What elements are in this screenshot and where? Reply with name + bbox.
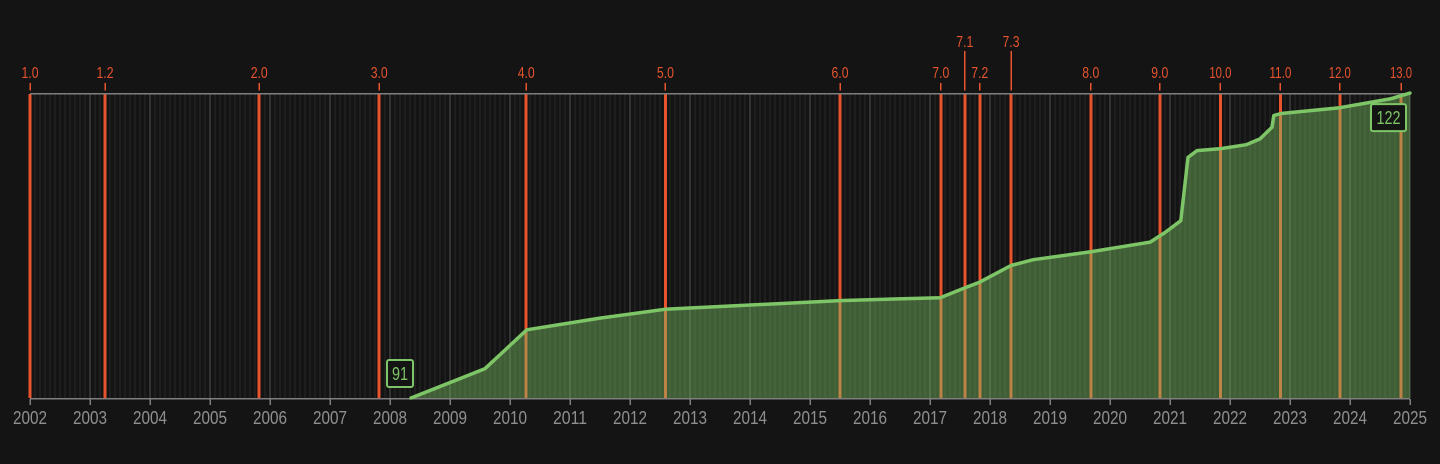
version-lines xyxy=(28,94,1403,398)
year-label-2005: 2005 xyxy=(193,408,227,428)
year-label-2018: 2018 xyxy=(973,408,1007,428)
series-line xyxy=(409,91,1412,400)
version-label-2.0: 2.0 xyxy=(251,65,268,82)
version-label-9.0: 9.0 xyxy=(1151,65,1168,82)
year-label-2010: 2010 xyxy=(493,408,527,428)
version-label-7.2: 7.2 xyxy=(971,65,988,82)
year-label-2014: 2014 xyxy=(733,408,767,428)
year-label-2024: 2024 xyxy=(1333,408,1367,428)
year-label-2019: 2019 xyxy=(1033,408,1067,428)
year-label-2022: 2022 xyxy=(1213,408,1247,428)
year-label-2020: 2020 xyxy=(1093,408,1127,428)
year-label-2016: 2016 xyxy=(853,408,887,428)
year-label-2008: 2008 xyxy=(373,408,407,428)
version-markers: 1.0 1.2 2.0 3.0 4.0 5.0 6.0 7.0 7.1 7.2 7.3 8.0 9.0 1… xyxy=(22,34,1412,91)
axes xyxy=(29,92,1411,405)
year-label-2013: 2013 xyxy=(673,408,707,428)
annotation-value: 91 xyxy=(392,364,408,384)
year-label-2003: 2003 xyxy=(73,408,107,428)
version-label-7.3: 7.3 xyxy=(1003,34,1020,51)
annotation-value: 122 xyxy=(1377,108,1401,128)
year-label-2006: 2006 xyxy=(253,408,287,428)
series-area xyxy=(411,93,1410,398)
year-label-2007: 2007 xyxy=(313,408,347,428)
version-label-10.0: 10.0 xyxy=(1209,65,1231,82)
year-label-2002: 2002 xyxy=(13,408,47,428)
annotation-box xyxy=(386,359,414,388)
year-label-2015: 2015 xyxy=(793,408,827,428)
version-label-7.1: 7.1 xyxy=(956,34,973,51)
annotation-122: 122 xyxy=(1370,103,1407,133)
version-label-6.0: 6.0 xyxy=(832,65,849,82)
version-label-1.0: 1.0 xyxy=(22,65,39,82)
version-label-1.2: 1.2 xyxy=(97,65,114,82)
version-label-12.0: 12.0 xyxy=(1329,65,1351,82)
annotation-91: 91 xyxy=(386,359,414,388)
version-label-11.0: 11.0 xyxy=(1269,65,1291,82)
year-label-2004: 2004 xyxy=(133,408,167,428)
version-label-7.0: 7.0 xyxy=(932,65,949,82)
year-labels: 2002 2003 2004 2005 2006 2007 2008 2009 2010 2011… xyxy=(13,408,1427,428)
version-label-5.0: 5.0 xyxy=(657,65,674,82)
year-label-2009: 2009 xyxy=(433,408,467,428)
year-label-2021: 2021 xyxy=(1153,408,1187,428)
year-label-2011: 2011 xyxy=(553,408,587,428)
year-label-2025: 2025 xyxy=(1393,408,1427,428)
version-label-4.0: 4.0 xyxy=(518,65,535,82)
version-label-13.0: 13.0 xyxy=(1390,65,1412,82)
year-label-2017: 2017 xyxy=(913,408,947,428)
annotation-box xyxy=(1370,103,1407,133)
version-label-3.0: 3.0 xyxy=(371,65,388,82)
year-label-2012: 2012 xyxy=(613,408,647,428)
version-label-8.0: 8.0 xyxy=(1082,65,1099,82)
year-label-2023: 2023 xyxy=(1273,408,1307,428)
